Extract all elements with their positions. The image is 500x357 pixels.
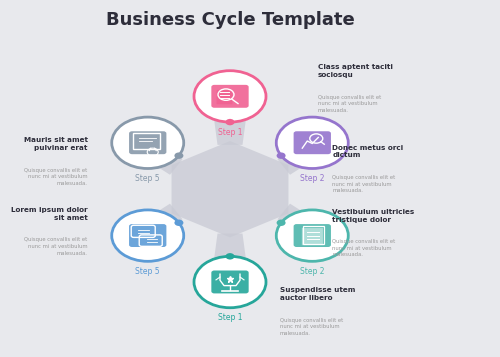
Text: Step 5: Step 5 <box>136 174 160 183</box>
Circle shape <box>112 210 184 261</box>
Text: Quisque convallis elit et
nunc mi at vestibulum
malesuada.: Quisque convallis elit et nunc mi at ves… <box>318 95 381 113</box>
Polygon shape <box>172 141 288 237</box>
Text: Vestibulum ultricies
tristique dolor: Vestibulum ultricies tristique dolor <box>332 209 415 223</box>
Circle shape <box>226 119 234 125</box>
FancyBboxPatch shape <box>212 271 248 293</box>
Polygon shape <box>211 96 249 145</box>
Polygon shape <box>278 203 322 247</box>
FancyBboxPatch shape <box>294 131 331 154</box>
Circle shape <box>112 117 184 169</box>
Circle shape <box>174 152 184 159</box>
Polygon shape <box>278 131 322 175</box>
Text: Step 1: Step 1 <box>218 128 242 137</box>
Polygon shape <box>138 131 182 175</box>
FancyBboxPatch shape <box>212 85 248 108</box>
Text: Quisque convallis elit et
nunc mi at vestibulum
malesuada.: Quisque convallis elit et nunc mi at ves… <box>24 237 88 256</box>
FancyBboxPatch shape <box>129 131 166 154</box>
Circle shape <box>276 220 285 226</box>
Circle shape <box>226 253 234 260</box>
FancyBboxPatch shape <box>294 224 331 247</box>
Text: Business Cycle Template: Business Cycle Template <box>106 11 354 29</box>
Text: Lorem ipsum dolor
sit amet: Lorem ipsum dolor sit amet <box>11 207 88 221</box>
FancyBboxPatch shape <box>129 224 166 247</box>
Text: Mauris sit amet
pulvinar erat: Mauris sit amet pulvinar erat <box>24 137 88 151</box>
Circle shape <box>276 117 348 169</box>
Text: Step 1: Step 1 <box>218 313 242 322</box>
Circle shape <box>174 220 184 226</box>
Circle shape <box>276 210 348 261</box>
Circle shape <box>194 256 266 308</box>
Text: Step 5: Step 5 <box>136 267 160 276</box>
Text: Step 2: Step 2 <box>300 174 324 183</box>
Text: Step 2: Step 2 <box>300 267 324 276</box>
Text: Quisque convallis elit et
nunc mi at vestibulum
malesuada.: Quisque convallis elit et nunc mi at ves… <box>280 318 343 336</box>
Polygon shape <box>138 203 182 247</box>
Text: Suspendisse utem
auctor libero: Suspendisse utem auctor libero <box>280 287 355 301</box>
Text: Quisque convallis elit et
nunc mi at vestibulum
malesuada.: Quisque convallis elit et nunc mi at ves… <box>24 168 88 186</box>
Text: Quisque convallis elit et
nunc mi at vestibulum
malesuada.: Quisque convallis elit et nunc mi at ves… <box>332 175 396 193</box>
Text: Donec metus orci
dictum: Donec metus orci dictum <box>332 145 404 159</box>
Polygon shape <box>211 233 249 282</box>
Circle shape <box>276 152 285 159</box>
Text: Quisque convallis elit et
nunc mi at vestibulum
malesuada.: Quisque convallis elit et nunc mi at ves… <box>332 239 396 257</box>
FancyBboxPatch shape <box>301 227 323 245</box>
Circle shape <box>194 71 266 122</box>
FancyBboxPatch shape <box>216 90 232 104</box>
Text: Class aptent taciti
sociosqu: Class aptent taciti sociosqu <box>318 64 392 78</box>
